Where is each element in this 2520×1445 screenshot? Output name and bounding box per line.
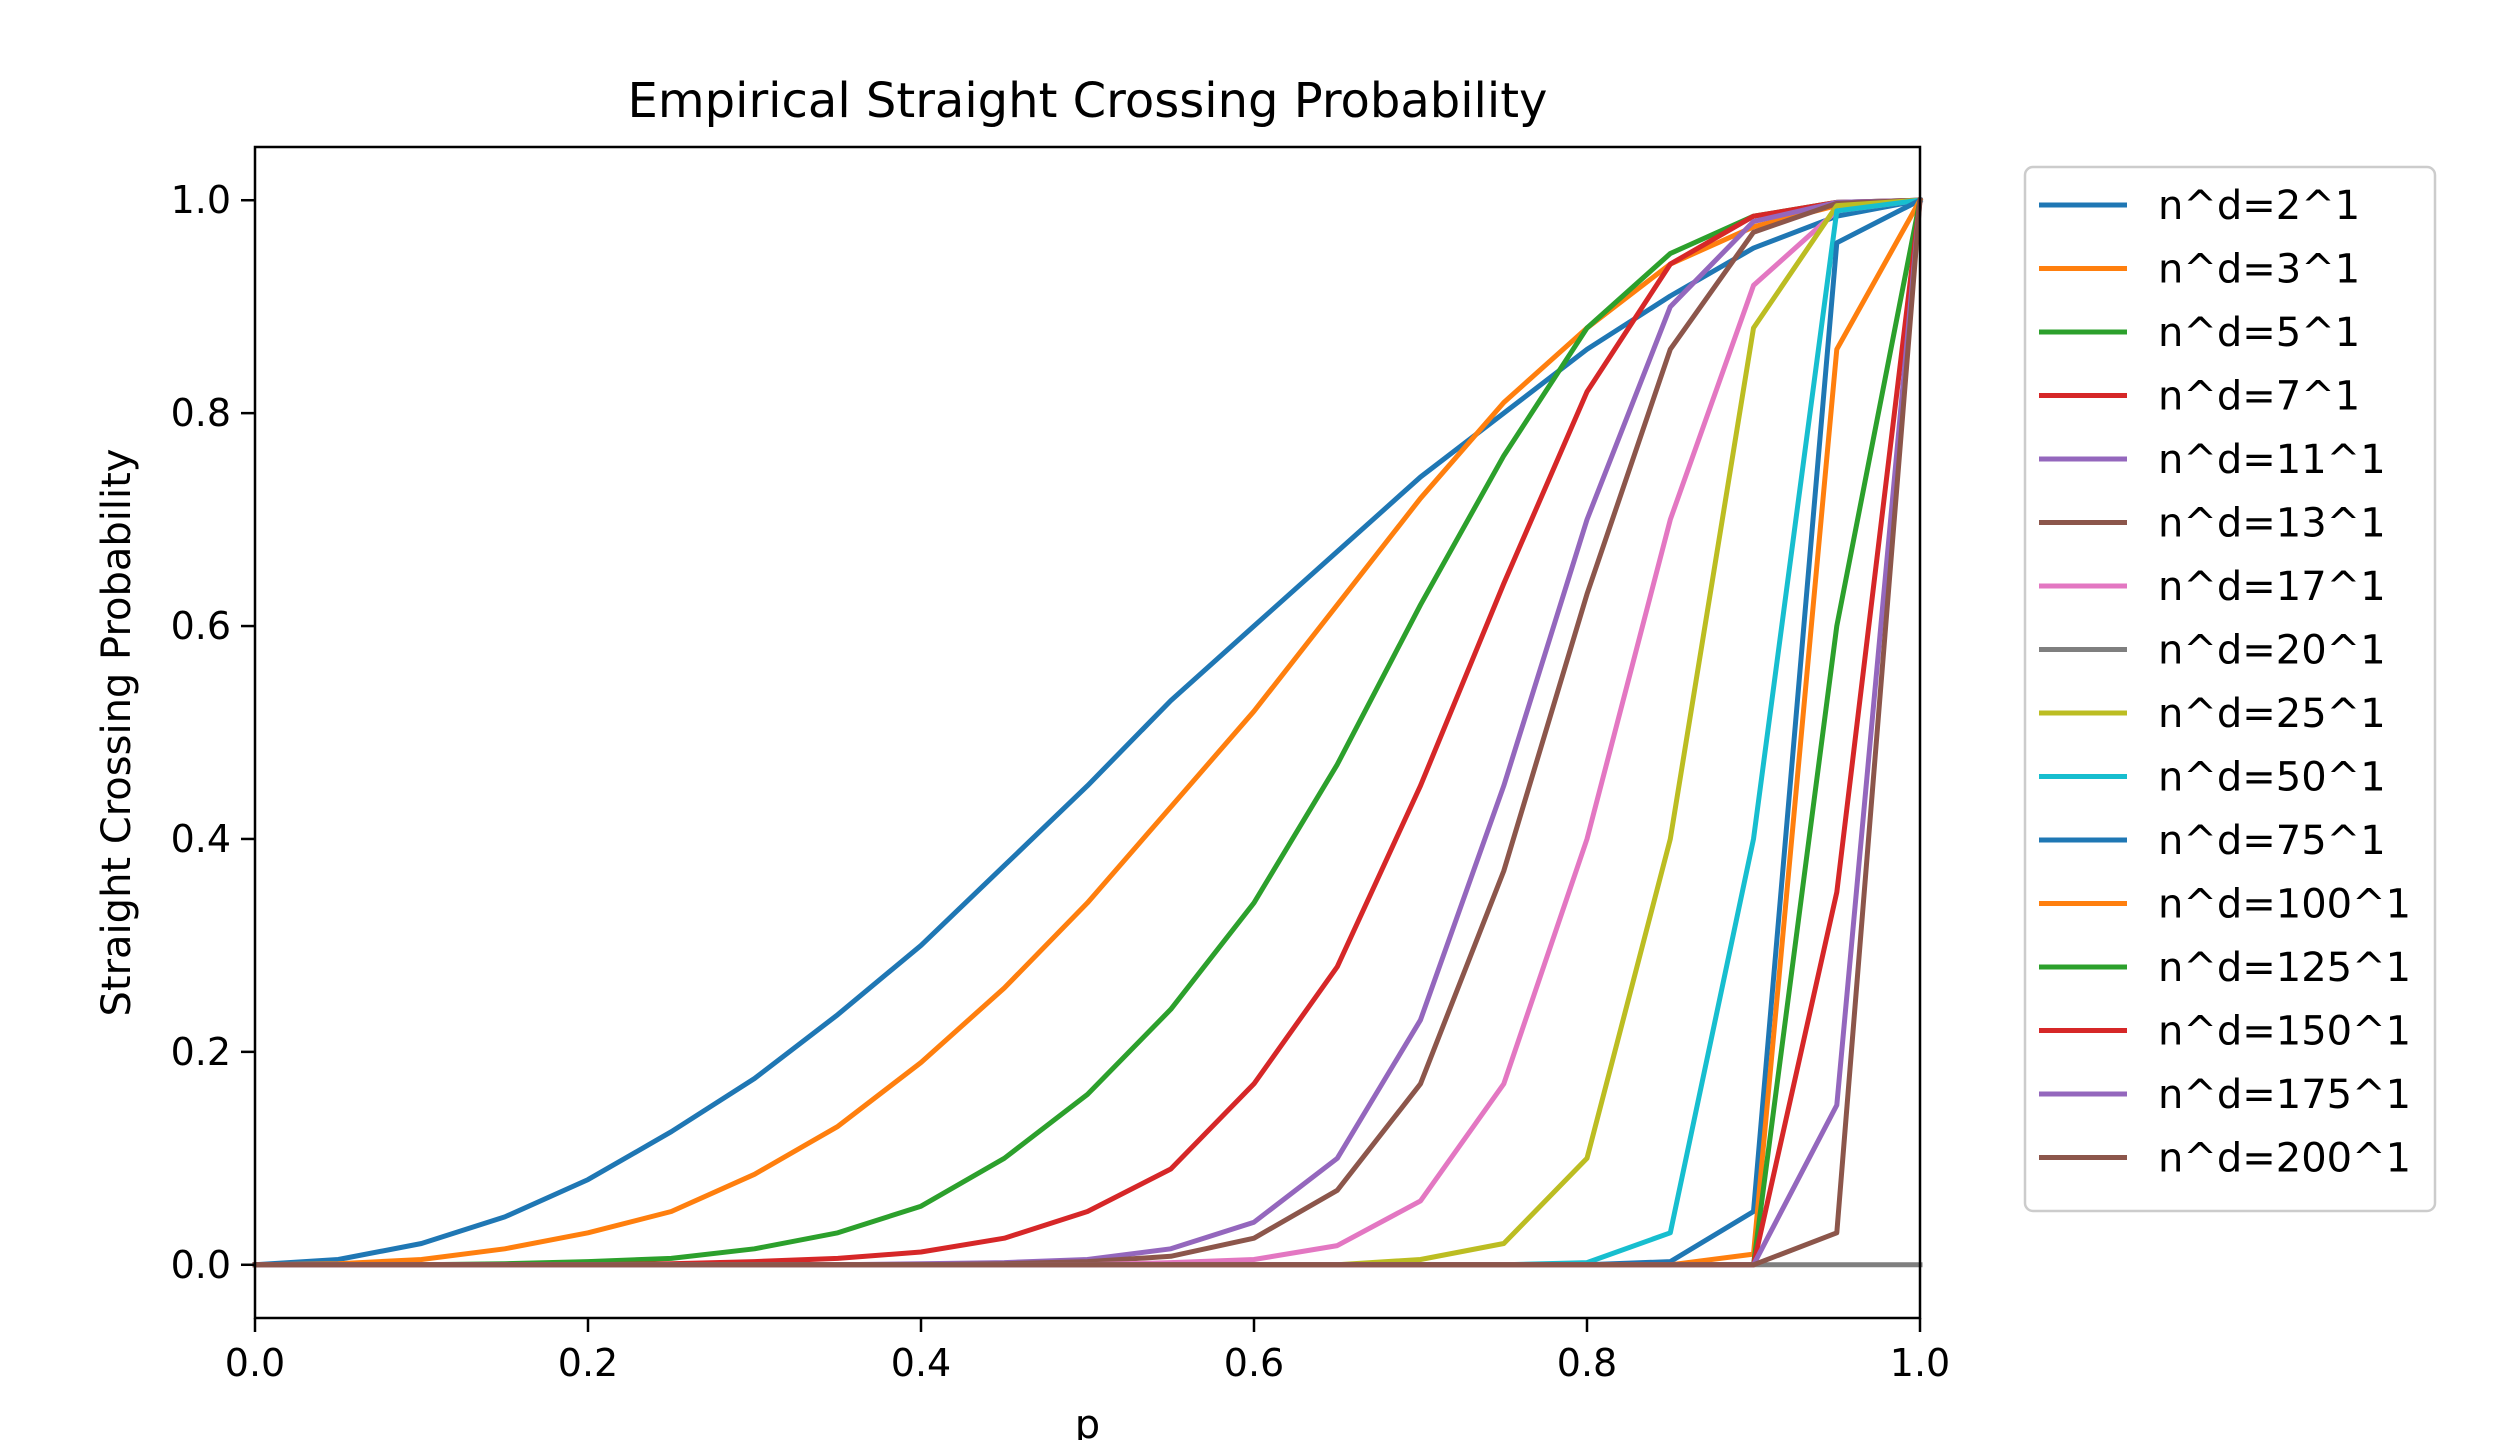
legend-label-6: n^d=17^1 xyxy=(2158,564,2386,610)
y-tick-label-3: 0.6 xyxy=(171,604,231,648)
legend: n^d=2^1 n^d=3^1 n^d=5^1 n^d=7^1 n^d=11^1 n^d=… xyxy=(2023,165,2437,1213)
series-line-0 xyxy=(252,197,1923,1268)
axes-layer: 0.0 0.2 0.4 0.6 0.8 1.0 0.0 0.2 0.4 0.6 0.8 1.0 xyxy=(171,145,1950,1385)
x-tick-label-2: 0.4 xyxy=(891,1341,951,1385)
y-tick-label-5: 1.0 xyxy=(171,178,231,222)
y-tick-label-2: 0.4 xyxy=(171,817,231,861)
x-tick-label-0: 0.0 xyxy=(225,1341,285,1385)
legend-label-7: n^d=20^1 xyxy=(2158,628,2386,674)
y-axis-label: Straight Crossing Probability xyxy=(94,449,140,1017)
plot-frame xyxy=(253,145,1922,1320)
x-tick-label-5: 1.0 xyxy=(1890,1341,1950,1385)
legend-label-2: n^d=5^1 xyxy=(2158,310,2360,356)
series-line-1 xyxy=(252,197,1923,1268)
legend-label-5: n^d=13^1 xyxy=(2158,501,2386,547)
legend-label-9: n^d=50^1 xyxy=(2158,755,2386,801)
legend-label-0: n^d=2^1 xyxy=(2158,183,2360,229)
legend-label-3: n^d=7^1 xyxy=(2158,374,2360,420)
legend-label-13: n^d=150^1 xyxy=(2158,1009,2411,1055)
legend-label-15: n^d=200^1 xyxy=(2158,1136,2411,1182)
legend-label-4: n^d=11^1 xyxy=(2158,437,2386,483)
y-tick-label-0: 0.0 xyxy=(171,1243,231,1287)
legend-label-8: n^d=25^1 xyxy=(2158,691,2386,737)
x-tick-label-4: 0.8 xyxy=(1557,1341,1617,1385)
legend-label-12: n^d=125^1 xyxy=(2158,945,2411,991)
legend-label-11: n^d=100^1 xyxy=(2158,882,2411,928)
legend-label-14: n^d=175^1 xyxy=(2158,1072,2411,1118)
x-axis-label: p xyxy=(1075,1402,1100,1440)
series-layer xyxy=(252,196,1924,1268)
x-tick-label-3: 0.6 xyxy=(1224,1341,1284,1385)
series-line-15 xyxy=(252,197,1923,1268)
y-tick-label-1: 0.2 xyxy=(171,1030,231,1074)
chart-title: Empirical Straight Crossing Probability xyxy=(628,73,1548,129)
legend-label-10: n^d=75^1 xyxy=(2158,818,2386,864)
legend-label-1: n^d=3^1 xyxy=(2158,247,2360,293)
y-tick-label-4: 0.8 xyxy=(171,391,231,435)
legend-box xyxy=(2023,165,2437,1213)
x-tick-label-1: 0.2 xyxy=(558,1341,618,1385)
